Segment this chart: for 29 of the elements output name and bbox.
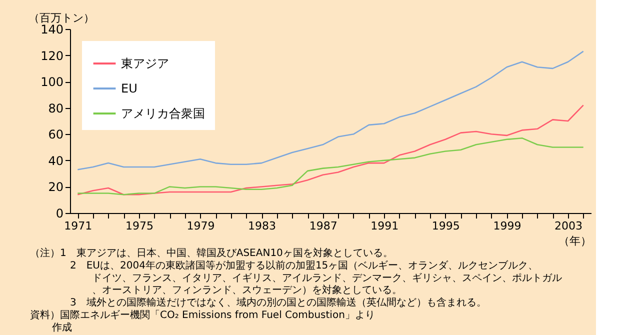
x-tick-label: 1979 bbox=[186, 220, 215, 232]
x-tick-label: 1999 bbox=[493, 220, 522, 232]
y-tick-label: 40 bbox=[48, 154, 64, 168]
legend-label: 東アジア bbox=[121, 56, 169, 70]
y-tick-label: 140 bbox=[40, 22, 64, 36]
text: 2 EUは、2004年の東欧諸国等が加盟する以前の加盟15ヶ国（ベルギー、オランダ、ルクセンブルク、ドイツ、フランス、イタリア、イギリス、アイルランド、デンマーク、ギリシャ、スペイン、ポルトガル、オーストリア、フィンランド、スウェーデン）を対象としている。 bbox=[70, 259, 562, 296]
line-series bbox=[77, 104, 584, 196]
y-tick-label: 120 bbox=[40, 48, 64, 63]
y-tick-label: 60 bbox=[48, 128, 64, 142]
y-axis-title: （百万トン） bbox=[28, 12, 94, 24]
x-tick-label: 1991 bbox=[370, 220, 399, 232]
text: 資料）国際エネルギー機関「CO₂ Emissions from Fuel Combustion」より作成 bbox=[30, 309, 375, 334]
x-tick-label: 1983 bbox=[248, 220, 276, 232]
x-tick-label: 2003 bbox=[554, 220, 583, 232]
text: 3 域外との国際輸送だけではなく、域内の別の国との国際輸送（英仏間など）も含まれる。 bbox=[70, 296, 486, 309]
y-tick-label: 0 bbox=[56, 206, 64, 220]
x-tick-label: 1971 bbox=[64, 220, 92, 232]
line-series bbox=[77, 50, 584, 170]
x-tick-label: 1975 bbox=[125, 220, 154, 232]
text: （注）1 東アジアは、日本、中国、韓国及びASEAN10ヶ国を対象としている。 bbox=[30, 247, 393, 259]
y-tick-label: 20 bbox=[48, 180, 64, 194]
x-tick-label: 1995 bbox=[432, 220, 460, 232]
y-tick-label: 80 bbox=[48, 101, 64, 116]
legend-label: アメリカ合衆国 bbox=[121, 106, 205, 120]
legend-label: EU bbox=[121, 82, 138, 96]
x-axis-title: （年） bbox=[558, 234, 592, 248]
x-tick-label: 1987 bbox=[309, 220, 338, 232]
line-series bbox=[77, 137, 584, 196]
y-tick-label: 100 bbox=[40, 75, 64, 90]
